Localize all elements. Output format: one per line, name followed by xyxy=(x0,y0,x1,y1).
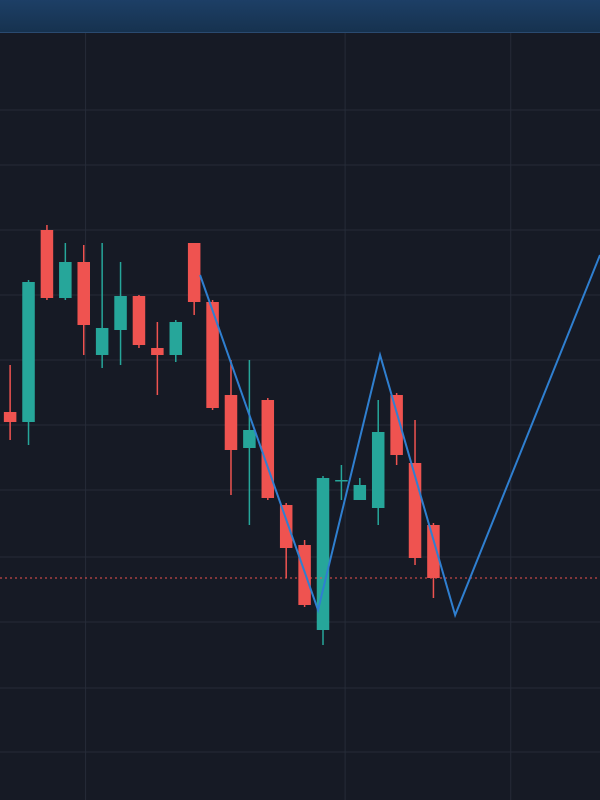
candle-body xyxy=(77,262,90,325)
candle-body xyxy=(427,525,440,578)
candle-body xyxy=(95,328,109,355)
candle-body xyxy=(59,262,72,298)
candle-body xyxy=(114,296,127,330)
candle-body xyxy=(151,348,164,355)
candle-body xyxy=(261,400,275,498)
candle-body xyxy=(206,302,219,408)
candle-body xyxy=(353,485,367,500)
candle-body xyxy=(298,545,311,605)
candle-body xyxy=(187,243,201,302)
header-bar xyxy=(0,0,600,33)
candle-body xyxy=(22,282,35,422)
candle-body xyxy=(3,412,17,422)
candle-body xyxy=(132,296,146,345)
candle-body xyxy=(224,395,238,450)
zigzag-line xyxy=(199,254,600,619)
candle-body xyxy=(371,432,385,508)
candle-body xyxy=(169,322,183,355)
candle-body xyxy=(279,505,293,548)
candle-body xyxy=(316,478,330,630)
candle-body xyxy=(335,480,348,482)
candle-body xyxy=(390,395,403,455)
candle-body xyxy=(40,230,54,298)
candle-body xyxy=(243,430,256,448)
